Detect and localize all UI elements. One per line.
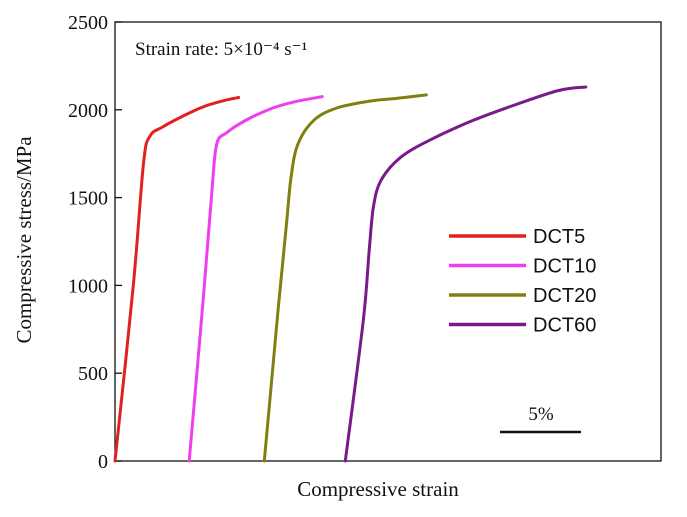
y-tick-label: 2000 xyxy=(68,100,108,122)
series-line-dct60 xyxy=(343,85,588,463)
y-tick-label: 500 xyxy=(78,363,108,385)
series-line-dct10 xyxy=(187,95,324,463)
legend-label: DCT20 xyxy=(533,285,596,307)
legend-item-dct60: DCT60 xyxy=(449,315,596,337)
series-line-dct20 xyxy=(262,93,428,463)
y-tick-label: 1500 xyxy=(68,188,108,210)
y-axis-label: Compressive stress/MPa xyxy=(12,136,36,344)
series-lines xyxy=(113,85,588,463)
y-axis: 0 500 1000 1500 2000 2500 xyxy=(68,12,122,473)
legend-label: DCT60 xyxy=(533,315,596,337)
scale-bar: 5% xyxy=(500,404,581,434)
y-tick-label: 1000 xyxy=(68,275,108,297)
legend-item-dct10: DCT10 xyxy=(449,256,596,278)
y-tick-label: 2500 xyxy=(68,12,108,34)
y-tick-label: 0 xyxy=(98,451,108,473)
legend-label: DCT5 xyxy=(533,226,585,248)
scale-bar-label: 5% xyxy=(528,404,554,425)
legend-label: DCT10 xyxy=(533,256,596,278)
legend: DCT5 DCT10 DCT20 DCT60 xyxy=(449,226,596,337)
plot-frame xyxy=(114,21,662,462)
series-line-dct5 xyxy=(113,96,241,463)
legend-item-dct20: DCT20 xyxy=(449,285,596,307)
x-axis-label: Compressive strain xyxy=(297,477,459,501)
legend-item-dct5: DCT5 xyxy=(449,226,585,248)
strain-rate-annotation: Strain rate: 5×10⁻⁴ s⁻¹ xyxy=(135,39,308,60)
